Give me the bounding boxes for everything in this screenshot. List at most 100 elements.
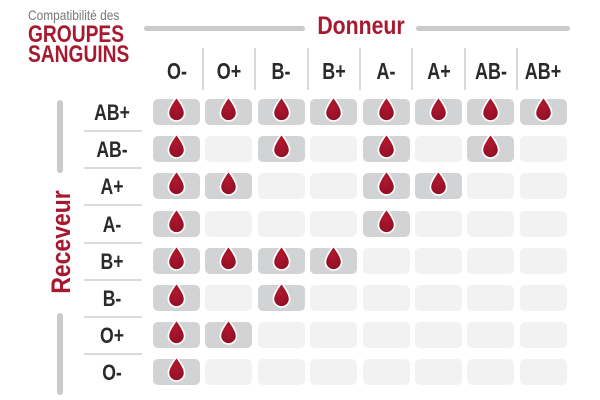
- cell-A--B+: [310, 210, 358, 237]
- cell-AB+-O+: [205, 96, 253, 125]
- donor-rule-left: [144, 26, 305, 31]
- cell-B--B+: [310, 285, 358, 311]
- blood-drop-icon: [377, 170, 396, 197]
- cell-AB--AB-: [467, 133, 515, 163]
- cell-B+-A+: [415, 247, 462, 274]
- receiver-label-A+: A+: [100, 174, 124, 200]
- blood-drop-icon: [167, 282, 186, 308]
- blood-drop-icon: [167, 170, 186, 197]
- row-separator: [84, 353, 142, 356]
- cell-AB--B-: [257, 133, 305, 163]
- cell-O--O+: [205, 359, 253, 386]
- cell-B--B-: [257, 282, 305, 311]
- cell-O+-A-: [362, 322, 410, 349]
- cell-A+-B+: [310, 173, 358, 200]
- cell-AB+-AB+: [519, 96, 567, 125]
- cell-AB+-A-: [362, 96, 410, 125]
- cell-O--O-: [153, 356, 200, 386]
- title-block: Compatibilité des GROUPES SANGUINS: [28, 7, 155, 68]
- blood-drop-icon: [272, 282, 291, 308]
- column-separator: [463, 48, 466, 90]
- cell-B+-A-: [362, 247, 410, 274]
- cell-O+-AB+: [519, 322, 567, 349]
- blood-drop-icon: [272, 133, 291, 159]
- donor-header-AB+: AB+: [525, 58, 562, 84]
- receiver-label-AB+: AB+: [94, 100, 130, 125]
- cell-O--AB+: [519, 359, 567, 386]
- donor-header-B-: B-: [271, 58, 291, 84]
- column-separator: [201, 48, 204, 90]
- blood-drop-icon: [219, 170, 238, 197]
- cell-B+-O+: [205, 245, 253, 274]
- cell-A+-O-: [153, 170, 200, 200]
- donor-header-A-: A-: [376, 58, 396, 84]
- row-separator: [84, 204, 142, 207]
- donor-header-O-: O-: [166, 58, 187, 84]
- cell-A+-A+: [415, 170, 462, 200]
- column-separator: [411, 48, 414, 90]
- receiver-rule-bottom: [57, 313, 63, 395]
- donor-header-AB-: AB-: [474, 58, 507, 84]
- row-separator: [84, 316, 142, 318]
- cell-AB--B+: [310, 136, 358, 163]
- cell-B+-O-: [153, 245, 200, 274]
- cell-O--AB-: [467, 359, 515, 386]
- row-separator: [84, 130, 142, 132]
- blood-drop-icon: [429, 170, 448, 197]
- cell-B+-B+: [310, 245, 358, 274]
- cell-B--A+: [415, 285, 462, 311]
- cell-O+-A+: [415, 322, 462, 349]
- blood-drop-icon: [324, 96, 343, 122]
- donor-header-A+: A+: [426, 58, 451, 84]
- blood-drop-icon: [324, 245, 343, 271]
- title-line-sanguins: SANGUINS: [28, 41, 130, 68]
- cell-AB+-B-: [257, 96, 305, 125]
- cell-B--AB-: [467, 285, 515, 311]
- receiver-label-O+: O+: [100, 323, 124, 349]
- receiver-label-B-: B-: [102, 286, 122, 311]
- receiver-label-A-: A-: [102, 211, 122, 237]
- cell-AB--A+: [415, 136, 462, 163]
- blood-drop-icon: [377, 96, 396, 122]
- cell-A--O+: [205, 210, 253, 237]
- cell-B+-AB-: [467, 247, 515, 274]
- cell-A+-AB+: [519, 173, 567, 200]
- cell-B--O-: [153, 282, 200, 311]
- cell-AB--A-: [362, 133, 410, 163]
- cell-A--AB-: [467, 210, 515, 237]
- cell-A--O-: [153, 207, 200, 237]
- cell-AB+-B+: [310, 96, 358, 125]
- donor-header-O+: O+: [216, 58, 242, 84]
- cell-AB+-A+: [415, 96, 462, 125]
- donor-axis-label: Donneur: [317, 12, 405, 40]
- blood-drop-icon: [272, 245, 291, 271]
- blood-drop-icon: [534, 96, 553, 122]
- cell-O--B+: [310, 359, 358, 386]
- cell-A+-B-: [257, 173, 305, 200]
- blood-drop-icon: [167, 319, 186, 345]
- cell-B--O+: [205, 285, 253, 311]
- cell-B+-AB+: [519, 247, 567, 274]
- blood-drop-icon: [167, 96, 186, 122]
- column-separator: [358, 48, 361, 90]
- blood-drop-icon: [167, 133, 186, 159]
- donor-rule-right: [416, 26, 570, 31]
- blood-drop-icon: [219, 245, 238, 271]
- receiver-axis-label: Receveur: [46, 190, 76, 294]
- blood-drop-icon: [481, 133, 500, 159]
- blood-drop-icon: [219, 96, 238, 122]
- blood-drop-icon: [377, 133, 396, 159]
- column-separator: [254, 48, 257, 90]
- receiver-label-AB-: AB-: [96, 137, 128, 163]
- blood-drop-icon: [272, 96, 291, 122]
- cell-A--A-: [362, 207, 410, 237]
- cell-A--B-: [257, 210, 305, 237]
- cell-B+-B-: [257, 245, 305, 274]
- title-kicker: Compatibilité des: [28, 7, 120, 23]
- title-line-groupes: GROUPES: [28, 21, 125, 48]
- cell-O--B-: [257, 359, 305, 386]
- receiver-label-O-: O-: [102, 360, 122, 386]
- cell-A+-AB-: [467, 173, 515, 200]
- cell-A--AB+: [519, 210, 567, 237]
